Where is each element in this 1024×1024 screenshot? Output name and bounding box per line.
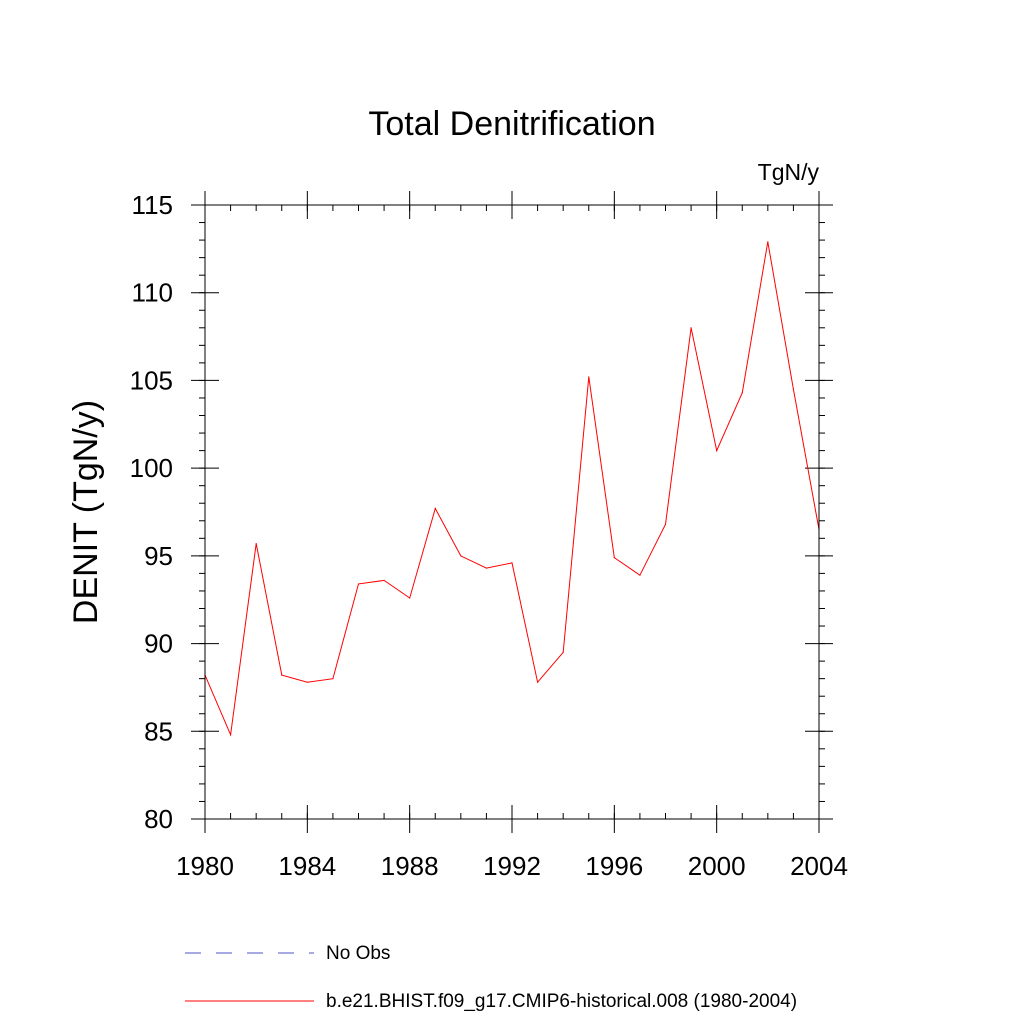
y-tick-labels: 80 85 90 95 100 105 110 115 (130, 190, 173, 834)
x-tick-label: 1988 (381, 851, 439, 881)
major-ticks (191, 191, 833, 833)
data-point (741, 392, 743, 394)
y-tick-label: 90 (144, 629, 173, 659)
x-tick-label: 1980 (176, 851, 234, 881)
chart-units: TgN/y (758, 159, 820, 185)
data-point (562, 651, 564, 653)
y-tick-label: 95 (144, 541, 173, 571)
data-point (767, 241, 769, 243)
data-point (639, 574, 641, 576)
x-tick-label: 2000 (688, 851, 746, 881)
x-tick-label: 2004 (790, 851, 848, 881)
series-layer (204, 241, 820, 737)
data-point (306, 681, 308, 683)
data-point (664, 523, 667, 525)
data-point (281, 674, 283, 676)
data-point (511, 562, 513, 564)
y-tick-label: 100 (130, 453, 173, 483)
series-line (204, 241, 820, 737)
data-point (613, 557, 615, 559)
data-point (536, 681, 539, 683)
data-point (357, 583, 360, 585)
legend-label-historical: b.e21.BHIST.f09_g17.CMIP6-historical.008… (326, 991, 797, 1012)
y-tick-label: 115 (132, 190, 173, 220)
data-point (383, 579, 385, 582)
minor-ticks (199, 204, 825, 820)
y-tick-label: 85 (144, 716, 173, 746)
data-point (255, 542, 257, 545)
data-point (460, 555, 462, 557)
x-tick-label: 1992 (483, 851, 541, 881)
data-point (690, 327, 692, 329)
data-point (434, 507, 436, 510)
legend: No Obs b.e21.BHIST.f09_g17.CMIP6-histori… (185, 943, 797, 1012)
data-point (588, 376, 590, 378)
y-axis-label: DENIT (TgN/y) (67, 400, 105, 624)
plot-frame (204, 204, 820, 820)
data-point (716, 450, 718, 452)
y-tick-label: 105 (130, 365, 173, 395)
x-tick-labels: 1980 1984 1988 1992 1996 2000 2004 (176, 851, 848, 881)
data-point (792, 388, 795, 390)
data-point (332, 678, 334, 680)
y-tick-label: 110 (132, 278, 173, 308)
x-tick-label: 1996 (585, 851, 643, 881)
data-point (409, 597, 411, 599)
legend-label-no-obs: No Obs (326, 943, 390, 964)
chart-title: Total Denitrification (368, 105, 655, 143)
data-point (229, 734, 232, 736)
y-tick-label: 80 (144, 804, 173, 834)
x-tick-label: 1984 (278, 851, 336, 881)
data-point (485, 567, 488, 569)
